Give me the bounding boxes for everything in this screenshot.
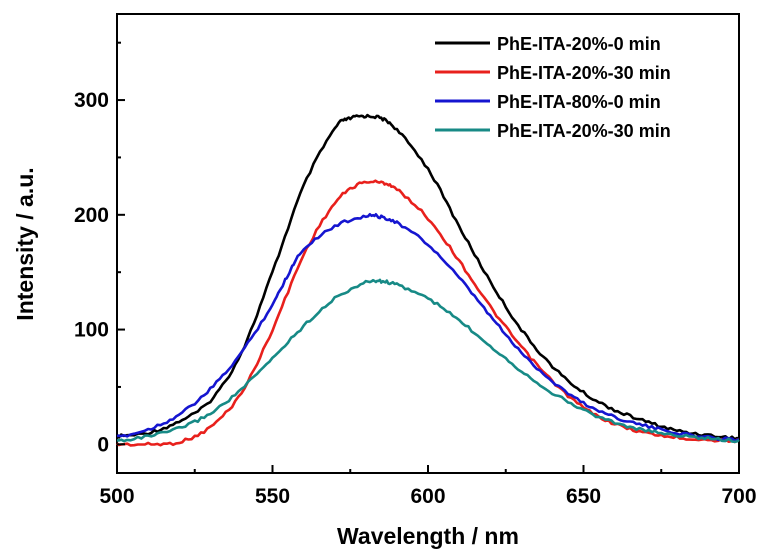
- legend-label: PhE-ITA-20%-0 min: [497, 34, 661, 54]
- x-tick-label: 700: [721, 485, 756, 508]
- x-tick-label: 650: [566, 485, 601, 508]
- x-tick-label: 550: [255, 485, 290, 508]
- series-layer: [115, 113, 740, 447]
- x-tick-label: 500: [99, 485, 134, 508]
- legend-label: PhE-ITA-80%-0 min: [497, 92, 661, 112]
- series-line-4: [116, 278, 740, 444]
- legend-label: PhE-ITA-20%-30 min: [497, 121, 671, 141]
- y-tick-label: 0: [97, 433, 109, 456]
- series-line-1: [115, 113, 740, 441]
- series-line-2: [116, 179, 740, 447]
- legend-label: PhE-ITA-20%-30 min: [497, 63, 671, 83]
- x-axis-title: Wavelength / nm: [337, 523, 519, 549]
- y-tick-label: 300: [74, 89, 109, 112]
- tick-layer: 500 550 600 650 700 0 100 200 300: [74, 41, 757, 508]
- y-tick-label: 200: [74, 204, 109, 227]
- y-tick-label: 100: [74, 319, 109, 342]
- x-tick-label: 600: [410, 485, 445, 508]
- legend: PhE-ITA-20%-0 min PhE-ITA-20%-30 min PhE-I…: [435, 34, 671, 141]
- series-line-3: [116, 213, 740, 443]
- y-axis-title: Intensity / a.u.: [12, 167, 38, 320]
